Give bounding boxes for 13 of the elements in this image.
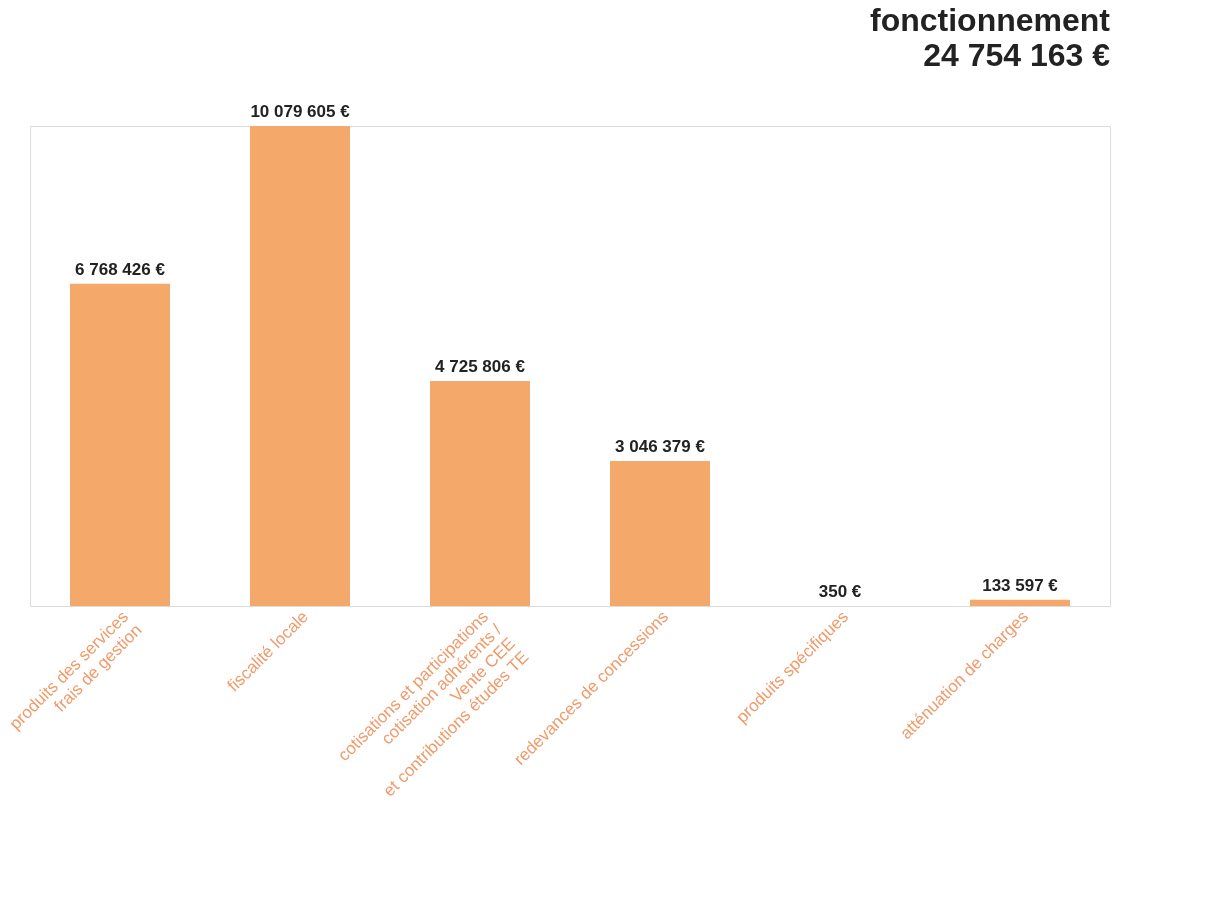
bar: [430, 380, 530, 606]
data-label: 4 725 806 €: [435, 356, 526, 376]
data-label: 6 768 426 €: [75, 259, 166, 279]
bar: [250, 126, 350, 606]
data-label: 350 €: [818, 581, 862, 601]
bar: [610, 460, 710, 606]
data-label: 133 597 €: [982, 575, 1059, 595]
chart-subtitle: 24 754 163 €: [923, 37, 1111, 73]
bar: [70, 283, 170, 606]
data-label: 3 046 379 €: [615, 436, 706, 456]
bar: [970, 599, 1070, 606]
chart-title: fonctionnement: [870, 2, 1111, 38]
data-label: 10 079 605 €: [250, 102, 351, 121]
